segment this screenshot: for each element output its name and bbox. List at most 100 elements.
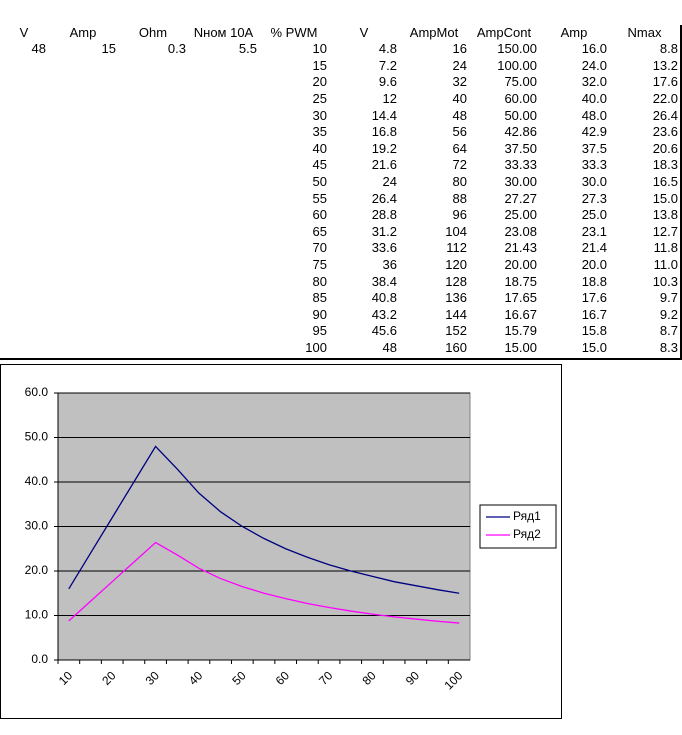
table-cell: 30.00: [504, 174, 537, 190]
table-row: 48 15 0.3 5.5 10 4.8 16 150.00 16.0 8.8: [0, 41, 680, 58]
table-cell: 17.6: [652, 74, 678, 90]
table-cell: 33.33: [504, 157, 537, 173]
column-header: Nном 10A: [193, 25, 254, 40]
table-cell: 30: [312, 107, 327, 123]
spreadsheet: V Amp Ohm Nном 10A % PWM V AmpMot AmpCont Amp Nma…: [0, 25, 682, 360]
y-tick-label: 0.0: [31, 652, 48, 666]
table-cell: [0, 190, 48, 207]
table-cell: 160: [445, 339, 467, 355]
table-row: 100 48 160 15.00 15.0 8.3: [0, 340, 680, 357]
table-cell: 15.0: [652, 190, 678, 206]
table-cell: 16: [452, 41, 467, 57]
legend-label: Ряд1: [513, 509, 541, 523]
table-row: 20 9.6 32 75.00 32.0 17.6: [0, 74, 680, 91]
table-cell: 16.5: [652, 174, 678, 190]
table-cell: [188, 340, 259, 357]
table-row: 85 40.8 136 17.65 17.6 9.7: [0, 290, 680, 307]
table-cell: [188, 74, 259, 91]
table-cell: 9.6: [378, 74, 397, 90]
table-cell: 9.7: [659, 290, 678, 306]
table-cell: 27.3: [581, 190, 607, 206]
table-cell: [48, 107, 118, 124]
table-cell: 120: [445, 257, 467, 273]
table-cell: [188, 190, 259, 207]
table-row: 90 43.2 144 16.67 16.7 9.2: [0, 307, 680, 324]
table-cell: [188, 174, 259, 191]
table-cell: 23.6: [652, 124, 678, 140]
table-cell: 40.0: [581, 91, 607, 107]
table-cell: [48, 224, 118, 241]
table-cell: 72: [452, 157, 467, 173]
table-cell: 27.27: [504, 190, 537, 206]
table-cell: [0, 224, 48, 241]
table-cell: 21.4: [581, 240, 607, 256]
table-cell: 25: [312, 91, 327, 107]
table-cell: [0, 157, 48, 174]
table-cell: 5.5: [238, 41, 257, 57]
table-cell: [0, 174, 48, 191]
table-cell: [118, 257, 188, 274]
table-row: 35 16.8 56 42.86 42.9 23.6: [0, 124, 680, 141]
table-cell: [48, 290, 118, 307]
column-header: AmpMot: [409, 25, 459, 40]
table-cell: 15.79: [504, 323, 537, 339]
table-cell: 20: [312, 74, 327, 90]
table-cell: [118, 107, 188, 124]
table-cell: [48, 74, 118, 91]
table-cell: [118, 74, 188, 91]
table-cell: [48, 124, 118, 141]
table-cell: [0, 240, 48, 257]
column-header: V: [19, 25, 29, 40]
table-cell: 21.43: [504, 240, 537, 256]
table-cell: [188, 224, 259, 241]
table-cell: [188, 124, 259, 141]
table-cell: [118, 174, 188, 191]
y-tick-label: 50.0: [25, 430, 49, 444]
table-cell: 33.6: [371, 240, 397, 256]
table-cell: [48, 91, 118, 108]
table-cell: 100: [305, 339, 327, 355]
table-cell: 24: [452, 57, 467, 73]
table-cell: [0, 257, 48, 274]
table-cell: [48, 207, 118, 224]
table-cell: 22.0: [652, 91, 678, 107]
series-line: [68, 445, 460, 594]
table-cell: [188, 107, 259, 124]
table-cell: 64: [452, 140, 467, 156]
table-cell: 9.2: [659, 306, 678, 322]
table-cell: [0, 91, 48, 108]
table-cell: 144: [445, 306, 467, 322]
table-cell: [48, 307, 118, 324]
column-header: Amp: [69, 25, 97, 40]
column-header: Amp: [560, 25, 588, 40]
table-cell: [48, 257, 118, 274]
series-line: [68, 541, 460, 624]
table-cell: [188, 257, 259, 274]
table-row: 80 38.4 128 18.75 18.8 10.3: [0, 273, 680, 290]
table-cell: 8.8: [659, 41, 678, 57]
table-cell: 42.9: [581, 124, 607, 140]
table-cell: [118, 290, 188, 307]
table-row: 50 24 80 30.00 30.0 16.5: [0, 174, 680, 191]
table-row: 70 33.6 112 21.43 21.4 11.8: [0, 240, 680, 257]
table-cell: [48, 340, 118, 357]
column-header: V: [359, 25, 369, 40]
table-cell: [118, 141, 188, 158]
table-cell: 20.0: [581, 257, 607, 273]
table-cell: 75.00: [504, 74, 537, 90]
table-cell: 32: [452, 74, 467, 90]
column-header: Nmax: [627, 25, 662, 40]
table-cell: 100.00: [497, 57, 537, 73]
table-cell: 20.00: [504, 257, 537, 273]
table-cell: 18.75: [504, 273, 537, 289]
table-cell: [118, 124, 188, 141]
table-cell: 37.5: [581, 140, 607, 156]
table-cell: 15: [101, 41, 116, 57]
table-cell: 38.4: [371, 273, 397, 289]
table-cell: [0, 58, 48, 75]
table-cell: 17.65: [504, 290, 537, 306]
table-row: 30 14.4 48 50.00 48.0 26.4: [0, 107, 680, 124]
table-cell: 36: [382, 257, 397, 273]
table-cell: [188, 141, 259, 158]
table-cell: [0, 340, 48, 357]
